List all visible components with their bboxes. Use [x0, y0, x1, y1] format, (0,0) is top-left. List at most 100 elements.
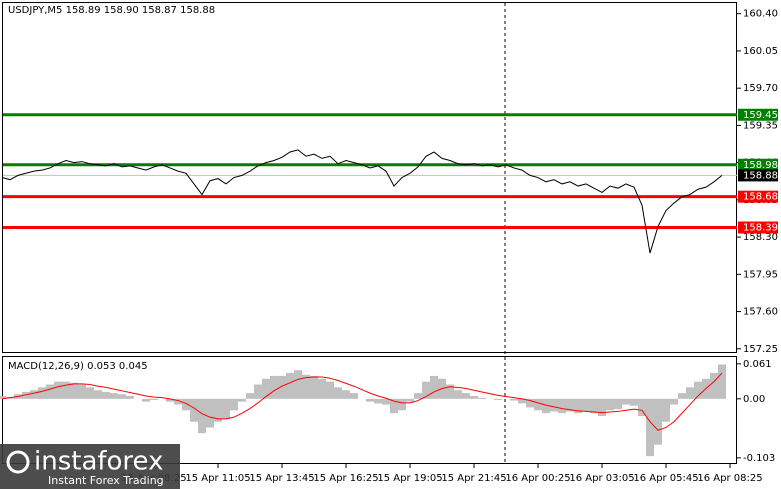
histogram-bar	[22, 391, 30, 399]
level-label: 159.45	[743, 110, 778, 121]
histogram-bar	[334, 387, 342, 399]
histogram-bar	[230, 398, 238, 411]
series-line	[1, 149, 723, 254]
y-tick-label: 159.35	[743, 120, 778, 131]
histogram-bar	[542, 398, 550, 414]
histogram-bar	[718, 364, 726, 399]
y-tick-label: 158.30	[743, 232, 778, 243]
histogram-bar	[54, 381, 62, 399]
histogram-bar	[318, 378, 326, 399]
x-tick-label: 15 Apr 21:45	[441, 473, 506, 484]
x-tick-label: 15 Apr 11:05	[185, 473, 250, 484]
level-label: 158.39	[743, 223, 778, 234]
x-tick-label: 16 Apr 03:05	[569, 473, 634, 484]
x-tick-label: 16 Apr 08:25	[697, 473, 762, 484]
histogram-bar	[366, 398, 374, 402]
y-tick-label: 157.25	[743, 344, 778, 355]
histogram-bar	[622, 398, 630, 405]
histogram-bar	[654, 398, 662, 445]
watermark-icon	[6, 450, 30, 474]
histogram-bar	[206, 398, 214, 428]
histogram-bar	[294, 370, 302, 399]
histogram-bar	[126, 395, 134, 399]
histogram-bar	[102, 391, 110, 399]
histogram-bar	[262, 378, 270, 399]
histogram-bar	[38, 387, 46, 399]
histogram-bar	[550, 398, 558, 412]
y-tick-label: 0.061	[743, 359, 772, 370]
histogram-bar	[414, 393, 422, 399]
histogram-bar	[390, 398, 398, 414]
histogram-bar	[478, 397, 486, 399]
y-tick-label: 160.40	[743, 9, 778, 20]
watermark: instaforex Instant Forex Trading	[0, 444, 180, 489]
histogram-bar	[94, 390, 102, 399]
y-tick-label: 157.60	[743, 307, 778, 318]
histogram-bar	[582, 398, 590, 412]
histogram-bar	[0, 395, 6, 399]
y-tick-label: 157.95	[743, 269, 778, 280]
x-tick-label: 15 Apr 16:25	[313, 473, 378, 484]
y-tick-label: -0.103	[743, 453, 775, 464]
histogram-bar	[110, 393, 118, 399]
histogram-bar	[86, 387, 94, 399]
histogram-bar	[462, 393, 470, 399]
level-box	[738, 221, 778, 234]
histogram-bar	[526, 398, 534, 408]
histogram-bar	[646, 398, 654, 457]
level-label: 158.98	[743, 160, 778, 171]
histogram-bar	[174, 398, 182, 405]
histogram-bar	[470, 395, 478, 399]
histogram-bar	[694, 381, 702, 399]
histogram-bar	[166, 398, 174, 402]
level-box	[738, 108, 778, 121]
macd-panel	[2, 356, 737, 464]
histogram-bar	[278, 375, 286, 399]
histogram-bar	[342, 390, 350, 399]
histogram-bar	[590, 398, 598, 414]
histogram-bar	[62, 381, 70, 399]
histogram-bar	[254, 384, 262, 399]
histogram-bar	[686, 387, 694, 399]
histogram-bar	[270, 375, 278, 399]
level-box	[738, 169, 778, 182]
histogram-bar	[150, 398, 158, 400]
histogram-bar	[78, 384, 86, 399]
x-tick-label: 15 Apr 13:45	[249, 473, 314, 484]
chart-title: USDJPY,M5 158.89 158.90 158.87 158.88	[8, 5, 215, 16]
histogram-bar	[46, 384, 54, 399]
histogram-bar	[214, 398, 222, 422]
histogram-bar	[310, 375, 318, 399]
level-label: 158.68	[743, 192, 778, 203]
histogram-bar	[406, 398, 414, 402]
histogram-bar	[662, 398, 670, 422]
histogram-bar	[30, 390, 38, 399]
level-label: 158.88	[743, 170, 778, 181]
histogram-bar	[286, 373, 294, 399]
histogram-bar	[326, 381, 334, 399]
histogram-bar	[398, 398, 406, 411]
watermark-tagline: Instant Forex Trading	[48, 474, 164, 487]
histogram-bar	[446, 384, 454, 399]
histogram-bar	[238, 398, 246, 402]
x-tick-label: 16 Apr 00:25	[505, 473, 570, 484]
series-line	[1, 372, 723, 431]
histogram-bar	[142, 398, 150, 402]
histogram-bar	[190, 398, 198, 422]
macd-title: MACD(12,26,9) 0.053 0.045	[8, 361, 148, 372]
watermark-box	[0, 444, 180, 489]
histogram-bar	[614, 398, 622, 410]
histogram-bar	[350, 393, 358, 399]
x-tick-label: 16 Apr 05:45	[633, 473, 698, 484]
histogram-bar	[534, 398, 542, 411]
level-box	[738, 190, 778, 203]
histogram-bar	[182, 398, 190, 411]
histogram-bar	[558, 398, 566, 414]
histogram-bar	[374, 398, 382, 404]
histogram-bar	[302, 374, 310, 399]
histogram-bar	[510, 398, 518, 401]
histogram-bar	[454, 390, 462, 399]
histogram-bar	[382, 398, 390, 405]
histogram-bar	[678, 393, 686, 399]
